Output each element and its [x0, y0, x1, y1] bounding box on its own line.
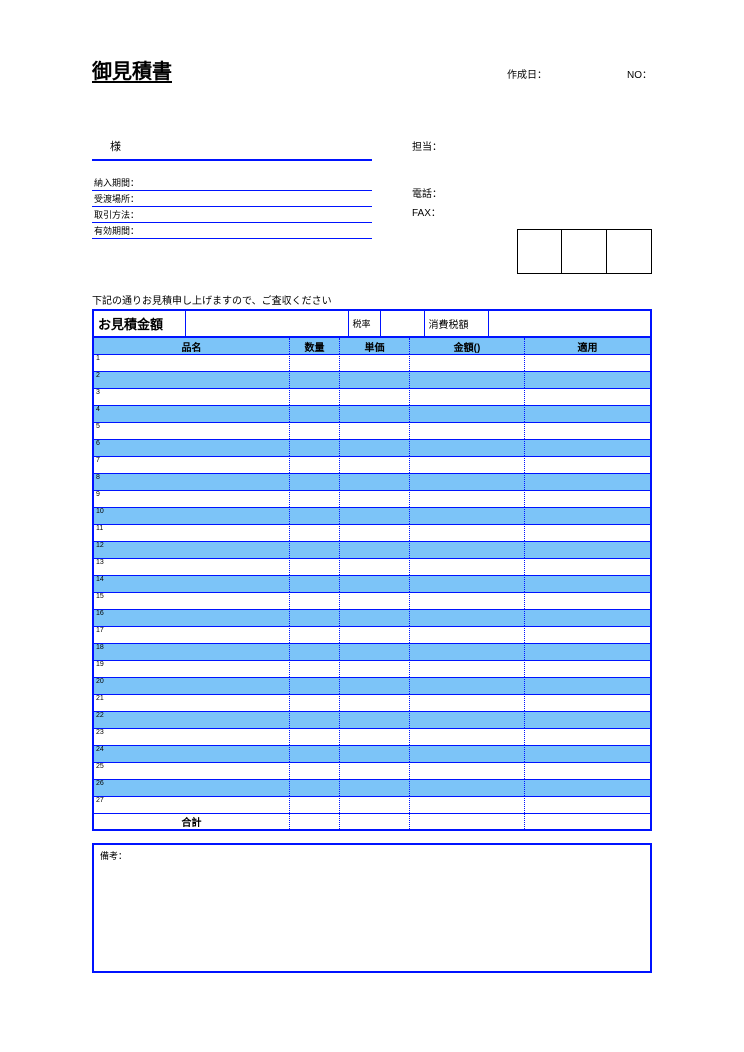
client-suffix: 様	[110, 138, 121, 154]
document-title: 御見積書	[92, 55, 507, 84]
total-qty	[290, 814, 340, 829]
intro-text: 下記の通りお見積申し上げますので、ご査収ください	[92, 292, 652, 307]
table-row[interactable]: 3	[94, 388, 650, 405]
table-row[interactable]: 17	[94, 626, 650, 643]
total-row: 合計	[94, 813, 650, 829]
no-label: NO：	[627, 66, 652, 81]
table-row[interactable]: 2	[94, 371, 650, 388]
delivery-place-label: 受渡場所：	[94, 192, 139, 205]
totals-bar: お見積金額 税率 消費税額	[92, 309, 652, 338]
amount-label: お見積金額	[94, 311, 186, 336]
total-amt	[410, 814, 525, 829]
delivery-period-field[interactable]: 納入期間：	[92, 175, 372, 191]
table-row[interactable]: 15	[94, 592, 650, 609]
table-row[interactable]: 20	[94, 677, 650, 694]
date-label: 作成日：	[507, 66, 547, 81]
remarks-label: 備考：	[100, 851, 127, 861]
table-row[interactable]: 9	[94, 490, 650, 507]
table-row[interactable]: 13	[94, 558, 650, 575]
table-row[interactable]: 6	[94, 439, 650, 456]
table-row[interactable]: 18	[94, 643, 650, 660]
fax-field: FAX：	[412, 204, 652, 219]
payment-label: 取引方法：	[94, 208, 139, 221]
seal-box	[562, 229, 607, 274]
table-row[interactable]: 26	[94, 779, 650, 796]
client-name-field[interactable]: 様	[92, 135, 372, 161]
tax-value[interactable]	[489, 311, 651, 336]
rate-label: 税率	[349, 311, 381, 336]
table-row[interactable]: 10	[94, 507, 650, 524]
tantou-field: 担当：	[412, 138, 652, 153]
total-note	[525, 814, 650, 829]
table-row[interactable]: 23	[94, 728, 650, 745]
table-row[interactable]: 5	[94, 422, 650, 439]
col-note: 適用	[525, 338, 650, 354]
tax-label: 消費税額	[425, 311, 489, 336]
validity-field[interactable]: 有効期間：	[92, 223, 372, 239]
seal-boxes	[412, 229, 652, 274]
col-name: 品名	[94, 338, 290, 354]
validity-label: 有効期間：	[94, 224, 139, 237]
delivery-place-field[interactable]: 受渡場所：	[92, 191, 372, 207]
col-amt: 金額()	[410, 338, 525, 354]
table-row[interactable]: 21	[94, 694, 650, 711]
table-row[interactable]: 24	[94, 745, 650, 762]
table-row[interactable]: 19	[94, 660, 650, 677]
total-label: 合計	[94, 814, 290, 829]
table-row[interactable]: 4	[94, 405, 650, 422]
table-row[interactable]: 1	[94, 354, 650, 371]
total-price	[340, 814, 410, 829]
table-row[interactable]: 14	[94, 575, 650, 592]
table-row[interactable]: 7	[94, 456, 650, 473]
seal-box	[517, 229, 562, 274]
table-row[interactable]: 16	[94, 609, 650, 626]
seal-box	[607, 229, 652, 274]
amount-value[interactable]	[186, 311, 349, 336]
col-price: 単価	[340, 338, 410, 354]
delivery-period-label: 納入期間：	[94, 176, 139, 189]
table-row[interactable]: 11	[94, 524, 650, 541]
table-row[interactable]: 8	[94, 473, 650, 490]
table-row[interactable]: 12	[94, 541, 650, 558]
col-qty: 数量	[290, 338, 340, 354]
tel-field: 電話：	[412, 185, 652, 200]
rate-value[interactable]	[381, 311, 425, 336]
table-row[interactable]: 25	[94, 762, 650, 779]
items-table: 品名 数量 単価 金額() 適用 12345678910111213141516…	[92, 338, 652, 831]
table-row[interactable]: 27	[94, 796, 650, 813]
table-row[interactable]: 22	[94, 711, 650, 728]
remarks-field[interactable]: 備考：	[92, 843, 652, 973]
payment-field[interactable]: 取引方法：	[92, 207, 372, 223]
